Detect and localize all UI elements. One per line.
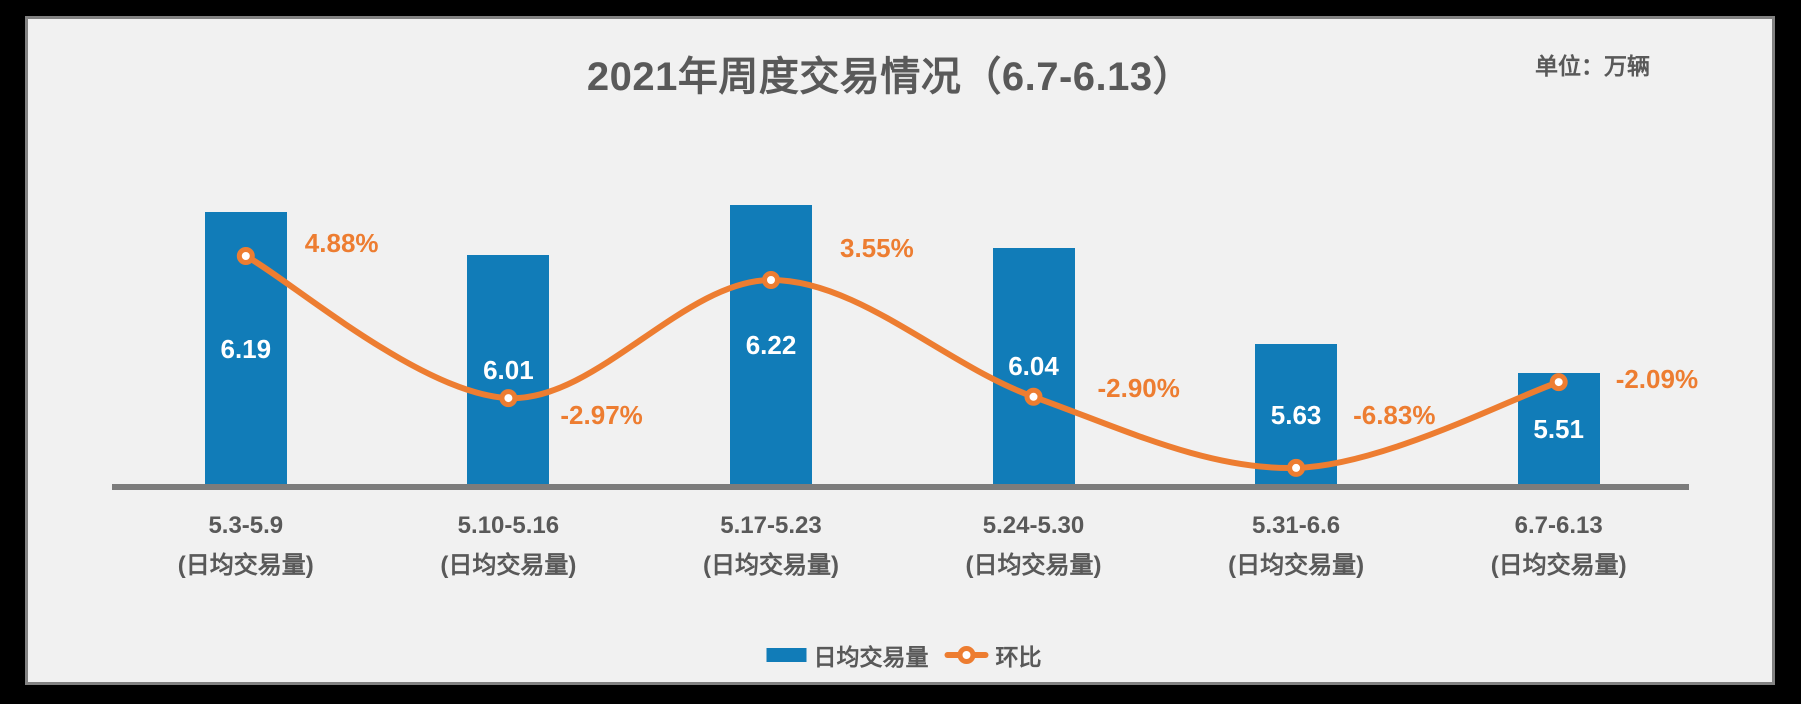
unit-label: 单位：万辆 (1535, 53, 1650, 79)
category-sub: (日均交易量) (1490, 552, 1627, 579)
category-period: 5.17-5.23 (720, 512, 822, 539)
legend-swatch-bar (766, 648, 807, 662)
legend-item: 环比 (944, 638, 1042, 672)
bar: 6.01 (467, 254, 550, 486)
category-period: 5.31-6.6 (1252, 512, 1341, 539)
legend-label: 环比 (995, 644, 1042, 670)
category-period: 5.3-5.9 (208, 512, 284, 539)
category-label: 5.3-5.9 (日均交易量) (115, 514, 377, 578)
bar-value-label: 6.19 (220, 333, 272, 364)
bar: 6.19 (204, 212, 287, 486)
legend: 日均交易量 环比 (766, 638, 1042, 672)
category-period: 5.10-5.16 (457, 512, 560, 539)
pct-label: -6.83% (1353, 399, 1436, 430)
legend-item: 日均交易量 (766, 638, 929, 672)
category-label: 6.7-6.13 (日均交易量) (1428, 514, 1690, 578)
legend-swatch-line-marker (944, 646, 989, 664)
bar: 6.22 (730, 205, 812, 486)
bar-value-label: 5.51 (1533, 413, 1584, 444)
category-period: 5.24-5.30 (982, 512, 1085, 539)
pct-label: -2.97% (560, 400, 643, 431)
category-sub: (日均交易量) (703, 552, 839, 579)
category-sub: (日均交易量) (177, 552, 314, 579)
category-period: 6.7-6.13 (1514, 512, 1603, 539)
bar: 5.51 (1517, 372, 1600, 486)
bar-value-label: 5.63 (1270, 399, 1322, 430)
category-label: 5.24-5.30 (日均交易量) (903, 514, 1165, 578)
pct-label: -2.09% (1615, 364, 1699, 395)
legend-label: 日均交易量 (813, 644, 929, 670)
legend-ring-marker (957, 646, 976, 664)
chart-title: 2021年周度交易情况（6.7-6.13） (586, 55, 1194, 99)
chart-card (25, 16, 1775, 685)
pct-label: -2.90% (1097, 372, 1180, 403)
bar-value-label: 6.22 (745, 330, 797, 361)
category-sub: (日均交易量) (965, 552, 1102, 579)
category-sub: (日均交易量) (440, 552, 577, 579)
bar-value-label: 6.04 (1008, 351, 1059, 382)
bar-value-label: 6.01 (483, 354, 534, 385)
pct-label: 3.55% (840, 233, 914, 263)
category-label: 5.17-5.23 (日均交易量) (640, 514, 902, 578)
bar: 5.63 (1255, 344, 1338, 486)
category-sub: (日均交易量) (1228, 552, 1365, 579)
category-label: 5.10-5.16 (日均交易量) (377, 514, 639, 578)
x-axis-line (112, 484, 1689, 490)
bar: 6.04 (992, 247, 1075, 486)
pct-label: 4.88% (304, 228, 379, 258)
category-label: 5.31-6.6 (日均交易量) (1165, 514, 1427, 578)
